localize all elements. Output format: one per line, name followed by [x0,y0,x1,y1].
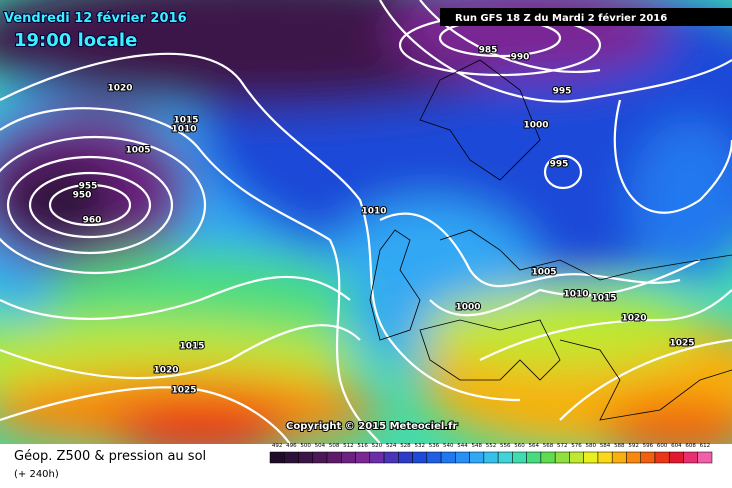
isobar-label: 990 [511,53,530,63]
legend-swatch [440,451,456,464]
isobar-label: 1020 [153,366,178,376]
legend-swatch [298,451,314,464]
run-box [440,8,732,26]
legend-swatch [668,451,684,464]
isobar-label: 1010 [563,290,588,300]
isobar-label: 1025 [171,386,196,396]
legend-swatch [469,451,485,464]
legend-level: 588 [614,443,625,449]
isobar-label: 1000 [523,121,548,131]
legend-swatch [697,451,713,464]
isobar-label: 1020 [621,314,646,324]
legend-level: 516 [357,443,368,449]
isobar-label: 955 [79,182,98,192]
legend-level: 496 [286,443,297,449]
legend-swatch [326,451,342,464]
legend-swatch [426,451,442,464]
color-legend: 492 496 500 504 508 512 516 520 524 528 532 536 540 5… [269,443,713,464]
isobar-label: 1010 [361,207,386,217]
legend-swatch [640,451,656,464]
isobar-label: 995 [550,160,569,170]
legend-level: 556 [500,443,511,449]
legend-level: 584 [600,443,611,449]
legend-level: 580 [586,443,597,449]
legend-swatch [369,451,385,464]
forecast-date: Vendredi 12 février 2016 [4,11,187,26]
isobar-label: 1025 [669,339,694,349]
footer-lead: (+ 240h) [14,469,59,480]
legend-swatch [554,451,570,464]
isobar-label: 1015 [179,342,204,352]
legend-level: 536 [429,443,440,449]
legend-swatch [355,451,371,464]
legend-level: 524 [386,443,397,449]
legend-level: 604 [671,443,682,449]
legend-swatch [654,451,670,464]
legend-swatch [512,451,527,464]
legend-swatch [284,451,299,464]
legend-level: 552 [486,443,497,449]
legend-level: 512 [343,443,354,449]
isobar-label: 1015 [173,116,198,126]
legend-level: 520 [372,443,383,449]
legend-swatch [626,451,641,464]
legend-level: 508 [329,443,340,449]
legend-swatch [583,451,599,464]
isobar-label: 985 [479,46,498,56]
run-info: Run GFS 18 Z du Mardi 2 février 2016 [455,12,667,24]
legend-level: 544 [457,443,468,449]
legend-swatch [569,451,584,464]
legend-level: 540 [443,443,454,449]
legend-level: 576 [571,443,582,449]
legend-level: 504 [315,443,326,449]
legend-swatch [483,451,499,464]
isobar-label: 1015 [591,294,616,304]
legend-swatch [341,451,356,464]
legend-level: 596 [643,443,654,449]
legend-level: 528 [400,443,411,449]
legend-level: 560 [514,443,525,449]
legend-level: 612 [700,443,711,449]
legend-level: 592 [628,443,639,449]
legend-level: 600 [657,443,668,449]
legend-level: 492 [272,443,283,449]
isobar-label: 995 [553,87,572,97]
legend-swatch [497,451,513,464]
legend-level: 572 [557,443,568,449]
copyright: Copyright © 2015 Meteociel.fr [286,421,457,432]
forecast-time: 19:00 locale [14,30,137,51]
legend-swatch [269,451,285,464]
legend-level: 532 [414,443,425,449]
footer-title: Géop. Z500 & pression au sol [14,449,206,464]
legend-swatch [455,451,470,464]
coastlines [369,59,732,421]
legend-level: 564 [529,443,540,449]
legend-swatch [412,451,428,464]
legend-swatch [540,451,556,464]
legend-level: 568 [543,443,554,449]
legend-swatch [597,451,613,464]
isobar-label: 1005 [125,146,150,156]
isobar-label: 950 [73,191,92,201]
legend-swatch [611,451,627,464]
map-field: 1020101510101005955950960985990995100099… [0,0,732,444]
legend-swatch [526,451,542,464]
isobar-label: 960 [83,216,102,226]
legend-level: 500 [300,443,311,449]
legend-swatch [383,451,399,464]
legend-level: 608 [685,443,696,449]
isobar-label: 1005 [531,268,556,278]
legend-swatch [398,451,413,464]
legend-level: 548 [471,443,482,449]
legend-swatch [312,451,328,464]
isobar-label: 1010 [171,125,196,135]
isobar-label: 1000 [455,303,480,313]
legend-swatch [683,451,698,464]
isobar-label: 1020 [107,84,132,94]
